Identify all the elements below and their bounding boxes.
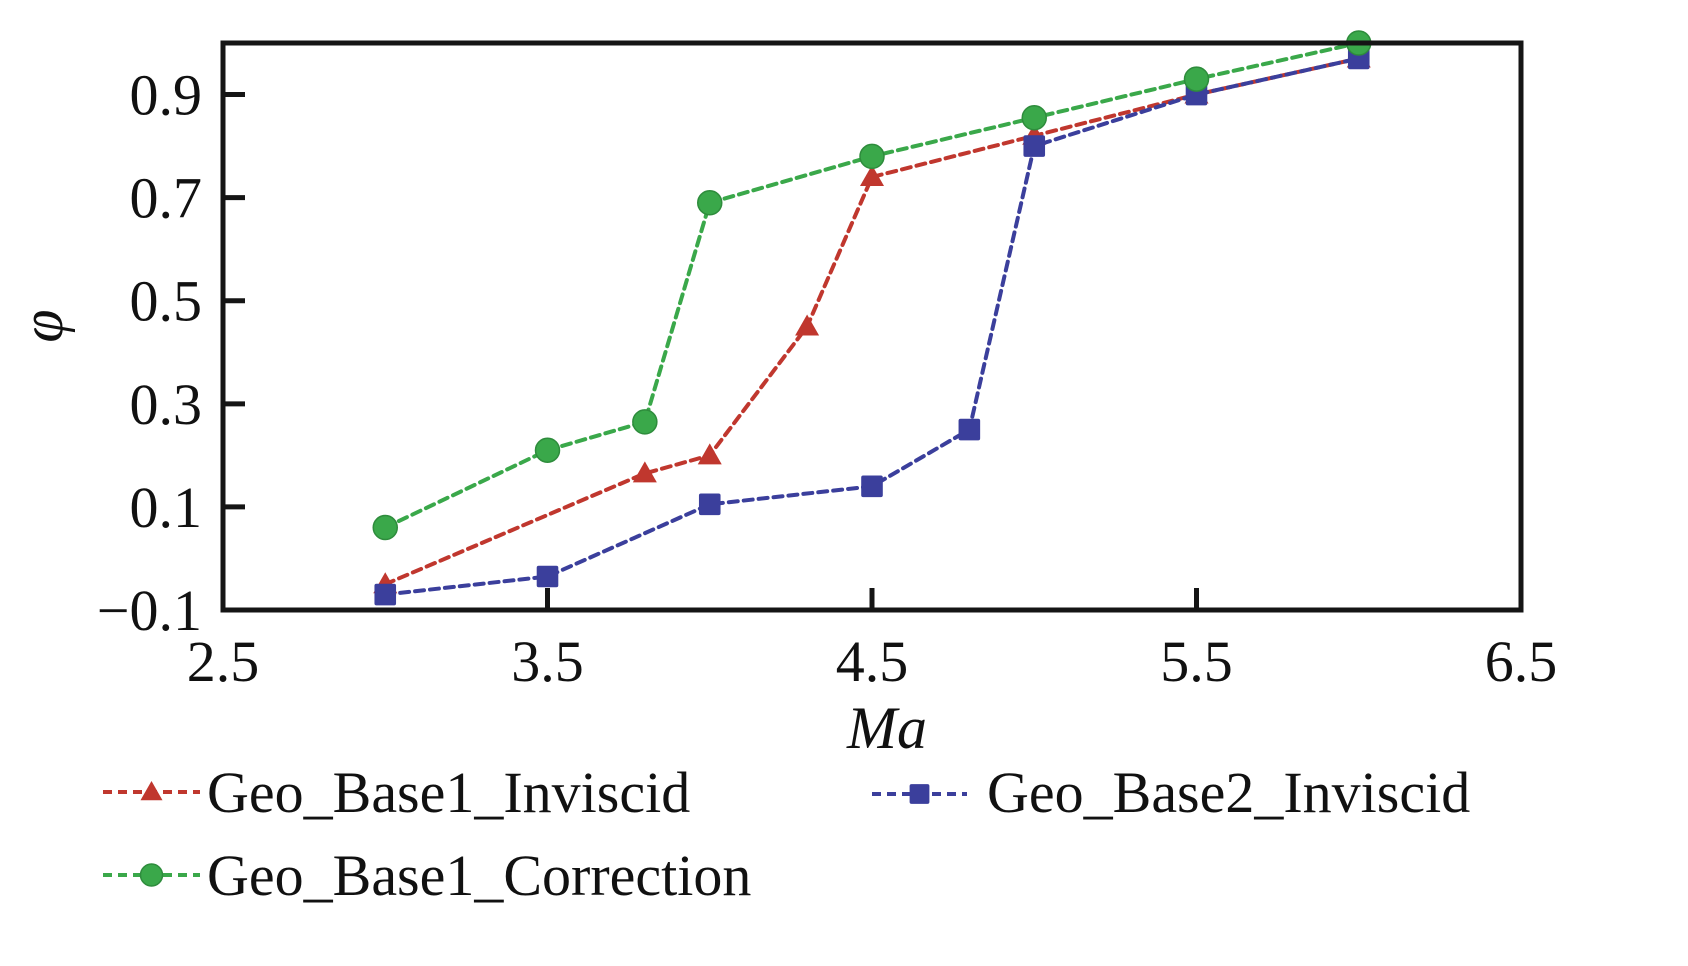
legend: Geo_Base1_Inviscid Geo_Base2_Inviscid Ge… [103, 760, 1470, 908]
x-tick-label: 5.5 [1160, 629, 1233, 694]
legend-marker-circle-icon [139, 863, 164, 887]
x-tick-label: 2.5 [187, 629, 260, 694]
y-tick-label: 0.3 [130, 372, 203, 437]
data-point-square [374, 583, 397, 606]
data-point-triangle [632, 461, 657, 483]
legend-item-geo-base2-inviscid: Geo_Base2_Inviscid [872, 760, 1470, 825]
ticks-layer: 2.5 3.5 4.5 5.5 6.5 −0.1 0.1 0.3 0.5 0.7 0.9 [97, 63, 1557, 694]
data-point-triangle [697, 443, 722, 465]
series-layer [372, 30, 1372, 606]
series-geo-base1-inviscid [373, 46, 1371, 594]
x-tick-label: 6.5 [1485, 629, 1558, 694]
data-point-square [861, 475, 883, 498]
data-point-circle [632, 409, 658, 435]
legend-label: Geo_Base1_Inviscid [207, 760, 690, 825]
legend-label: Geo_Base1_Correction [207, 843, 751, 908]
data-point-circle [1183, 66, 1210, 92]
legend-swatch-triangle-icon [103, 781, 200, 801]
data-point-circle [1021, 104, 1047, 131]
x-axis-label: Ma [846, 695, 927, 761]
x-tick-label: 3.5 [511, 629, 584, 694]
legend-item-geo-base1-correction: Geo_Base1_Correction [103, 843, 751, 908]
series-geo-base2-inviscid [374, 47, 1370, 606]
y-tick-label: 0.9 [130, 63, 203, 128]
legend-item-geo-base1-inviscid: Geo_Base1_Inviscid [103, 760, 690, 825]
y-tick-label: 0.1 [130, 475, 203, 540]
series-line [383, 41, 1361, 530]
y-tick-label: 0.7 [130, 166, 203, 231]
data-point-square [1023, 135, 1046, 157]
legend-marker-square-icon [909, 784, 930, 804]
data-point-circle [534, 437, 561, 463]
data-point-circle [697, 190, 723, 216]
legend-swatch-circle-icon [103, 863, 200, 887]
x-tick-label: 4.5 [836, 629, 909, 694]
y-tick-label: 0.5 [130, 269, 203, 334]
y-axis-label: φ [9, 309, 75, 342]
legend-marker-triangle-icon [140, 781, 163, 801]
data-point-square [958, 418, 981, 441]
series-line [383, 56, 1361, 597]
data-point-square [698, 493, 721, 516]
series-line [383, 56, 1361, 587]
data-point-square [536, 565, 559, 588]
series-geo-base1-correction [372, 30, 1372, 541]
legend-swatch-square-icon [872, 784, 967, 804]
data-point-circle [859, 143, 885, 170]
legend-label: Geo_Base2_Inviscid [987, 760, 1470, 825]
data-point-triangle [795, 314, 820, 336]
data-point-circle [372, 514, 398, 541]
plot-frame [220, 40, 1524, 613]
data-point-triangle [860, 165, 884, 187]
y-tick-label: −0.1 [97, 578, 202, 643]
